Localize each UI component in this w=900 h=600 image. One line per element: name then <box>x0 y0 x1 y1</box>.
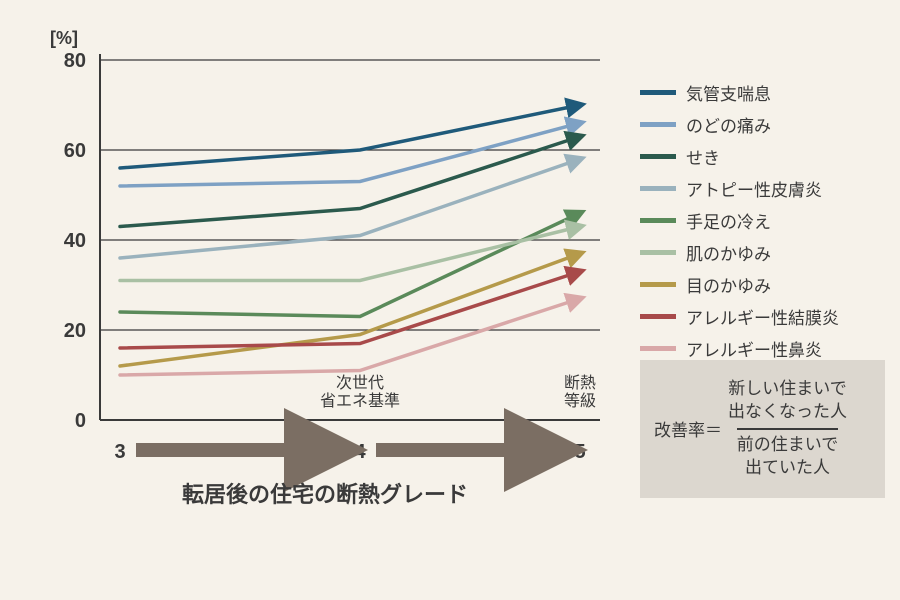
legend-item: 目のかゆみ <box>640 272 890 297</box>
legend-swatch <box>640 90 676 95</box>
legend-swatch <box>640 250 676 255</box>
y-tick-label: 20 <box>64 320 86 342</box>
legend-swatch <box>640 122 676 127</box>
series-line <box>120 123 580 186</box>
legend-swatch <box>640 282 676 287</box>
x-tick-label: 5 <box>574 441 585 463</box>
legend-label: 気管支喘息 <box>686 80 771 105</box>
formula-denominator: 前の住まいで出ていた人 <box>737 428 839 480</box>
improvement-formula: 改善率＝ 新しい住まいで出なくなった人 前の住まいで出ていた人 <box>640 360 885 498</box>
legend-label: 肌のかゆみ <box>686 240 771 265</box>
legend-item: アトピー性皮膚炎 <box>640 176 890 201</box>
x-sublabel: 等級 <box>564 392 596 410</box>
x-sublabel: 次世代 <box>336 374 384 392</box>
legend-label: せき <box>686 144 720 169</box>
legend-label: 手足の冷え <box>686 208 771 233</box>
x-tick-label: 3 <box>114 441 125 463</box>
legend: 気管支喘息のどの痛みせきアトピー性皮膚炎手足の冷え肌のかゆみ目のかゆみアレルギー… <box>640 80 890 368</box>
x-tick-label: 4 <box>354 441 366 463</box>
x-sublabel: 断熱 <box>564 374 596 392</box>
chart-container: [%] 0 20 40 60 80 次世代省エネ基準 断熱等級 3 4 5 転居後の住宅の断熱グレード <box>30 20 620 520</box>
legend-label: アトピー性皮膚炎 <box>686 176 822 201</box>
legend-swatch <box>640 154 676 159</box>
legend-label: のどの痛み <box>686 112 771 137</box>
x-sublabel: 省エネ基準 <box>320 392 400 410</box>
legend-swatch <box>640 314 676 319</box>
y-tick-label: 0 <box>75 410 86 432</box>
legend-item: のどの痛み <box>640 112 890 137</box>
legend-item: アレルギー性鼻炎 <box>640 336 890 361</box>
legend-item: 肌のかゆみ <box>640 240 890 265</box>
legend-swatch <box>640 218 676 223</box>
series-line <box>120 213 580 317</box>
formula-numerator: 新しい住まいで出なくなった人 <box>728 378 847 428</box>
legend-item: 気管支喘息 <box>640 80 890 105</box>
legend-swatch <box>640 186 676 191</box>
legend-item: せき <box>640 144 890 169</box>
chart-svg: [%] 0 20 40 60 80 次世代省エネ基準 断熱等級 3 4 5 転居後の住宅の断熱グレード <box>30 20 620 540</box>
series-line <box>120 227 580 281</box>
legend-label: アレルギー性鼻炎 <box>686 336 822 361</box>
y-unit-label: [%] <box>50 28 78 48</box>
legend-swatch <box>640 346 676 351</box>
legend-label: アレルギー性結膜炎 <box>686 304 839 329</box>
legend-item: 手足の冷え <box>640 208 890 233</box>
x-axis-title: 転居後の住宅の断熱グレード <box>182 482 468 507</box>
series-line <box>120 254 580 367</box>
formula-lhs: 改善率＝ <box>654 416 722 441</box>
y-tick-label: 60 <box>64 140 86 162</box>
legend-item: アレルギー性結膜炎 <box>640 304 890 329</box>
y-tick-label: 40 <box>64 230 86 252</box>
legend-label: 目のかゆみ <box>686 272 771 297</box>
y-tick-label: 80 <box>64 50 86 72</box>
